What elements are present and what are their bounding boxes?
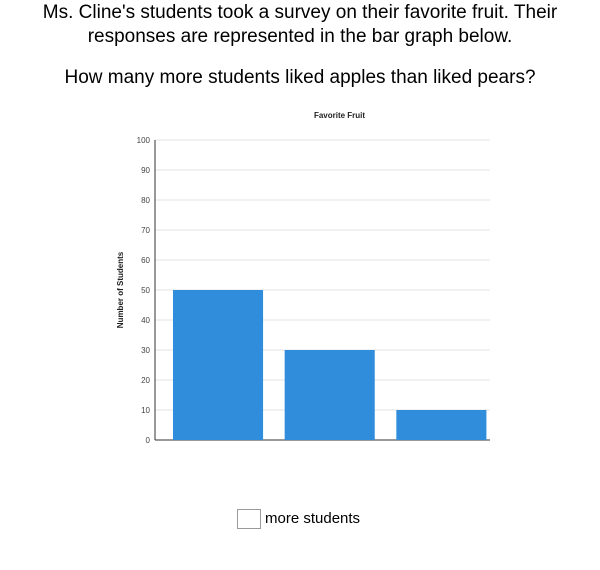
y-axis-label: Number of Students xyxy=(116,251,125,328)
y-tick-label: 20 xyxy=(141,376,150,385)
y-tick-label: 100 xyxy=(137,136,151,145)
bar xyxy=(173,290,264,440)
y-tick-label: 50 xyxy=(141,286,150,295)
y-tick-label: 30 xyxy=(141,346,150,355)
y-tick-label: 60 xyxy=(141,256,150,265)
chart-labels: Favorite Fruit Number of Students 0 10 20 30 4… xyxy=(116,111,365,445)
y-tick-label: 90 xyxy=(141,166,150,175)
answer-input[interactable] xyxy=(237,509,261,529)
y-tick-label: 80 xyxy=(141,196,150,205)
y-tick-label: 40 xyxy=(141,316,150,325)
prompt-line-2: responses are represented in the bar gra… xyxy=(87,26,513,47)
chart-bars xyxy=(173,290,487,440)
bar xyxy=(284,350,375,440)
y-tick-label: 70 xyxy=(141,226,150,235)
question-text: How many more students liked apples than… xyxy=(64,67,536,88)
y-tick-label: 0 xyxy=(146,436,151,445)
answer-suffix: more students xyxy=(265,510,361,527)
chart-title: Favorite Fruit xyxy=(314,111,365,120)
bar-chart: Favorite Fruit Number of Students 0 10 20 30 4… xyxy=(116,111,490,445)
y-tick-label: 10 xyxy=(141,406,150,415)
bar xyxy=(396,410,487,440)
prompt-line-1: Ms. Cline's students took a survey on th… xyxy=(42,2,558,23)
answer-row: more students xyxy=(237,507,360,531)
